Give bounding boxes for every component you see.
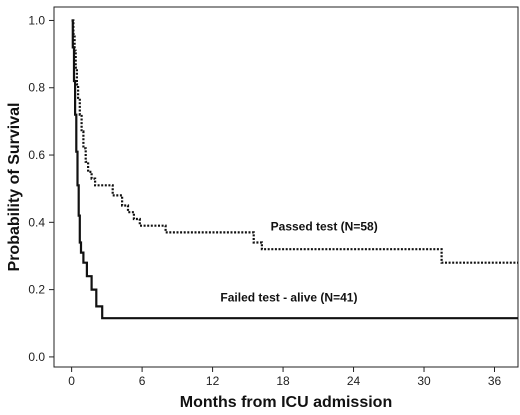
y-tick-label: 0.0 (28, 350, 45, 364)
annotation-layer: Passed test (N=58) Failed test - alive (N… (220, 220, 377, 305)
x-tick-label: 6 (139, 374, 146, 388)
y-tick-label: 0.6 (28, 148, 45, 162)
y-tick-label: 0.2 (28, 283, 45, 297)
x-tick-label: 30 (417, 374, 431, 388)
series-line-failed-test (71, 19, 518, 320)
y-axis-title: Probability of Survival (6, 103, 23, 272)
y-tick-label: 0.4 (28, 215, 45, 229)
x-tick-label: 36 (488, 374, 502, 388)
plot-frame (53, 6, 519, 368)
x-axis-ticks: 0 6 12 18 24 30 36 (68, 367, 502, 388)
x-tick-label: 12 (206, 374, 220, 388)
x-tick-label: 18 (276, 374, 290, 388)
y-tick-label: 1.0 (28, 13, 45, 27)
series-layer (71, 19, 518, 320)
x-tick-label: 0 (68, 374, 75, 388)
series-line-passed-test (71, 19, 518, 264)
x-tick-label: 24 (347, 374, 361, 388)
series-annotation: Failed test - alive (N=41) (220, 290, 357, 304)
series-annotation: Passed test (N=58) (271, 220, 378, 234)
y-tick-label: 0.8 (28, 81, 45, 95)
y-axis-ticks: 0.0 0.2 0.4 0.6 0.8 1.0 (28, 13, 54, 364)
x-axis-title: Months from ICU admission (180, 394, 392, 411)
